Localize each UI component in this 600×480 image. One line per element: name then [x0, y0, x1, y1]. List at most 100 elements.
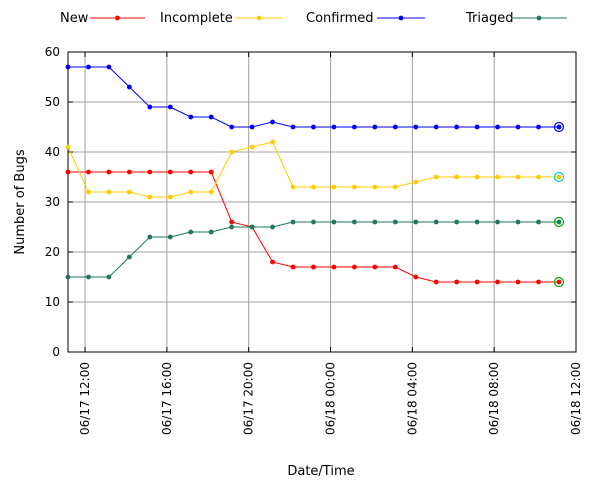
data-point: [351, 124, 357, 130]
data-point: [249, 224, 255, 230]
data-point: [495, 124, 500, 130]
legend-entry-triaged: Triaged: [465, 11, 567, 26]
series-new: [65, 169, 565, 288]
y-tick-label: 20: [45, 245, 60, 259]
data-point: [270, 259, 275, 265]
legend-label: New: [60, 11, 89, 26]
data-point: [249, 124, 255, 130]
legend-label: Triaged: [465, 11, 513, 26]
data-point: [515, 124, 521, 130]
data-point: [65, 169, 71, 175]
data-point: [290, 184, 296, 190]
data-point: [86, 64, 91, 70]
data-point: [208, 169, 214, 175]
data-point: [270, 119, 275, 125]
y-axis-ticks: 0 10 20 30 40 50 60: [45, 45, 576, 359]
data-point: [126, 189, 132, 195]
last-point-marker: [553, 276, 565, 288]
x-tick-label: 06/18 04:00: [405, 362, 419, 435]
data-point: [433, 124, 439, 130]
y-tick-label: 10: [45, 295, 60, 309]
data-point: [147, 194, 153, 200]
legend-marker: [536, 15, 542, 21]
data-point: [106, 64, 112, 70]
data-point: [65, 144, 71, 150]
data-point: [351, 219, 357, 225]
data-point: [167, 194, 173, 200]
data-point: [249, 144, 255, 150]
data-point: [331, 184, 337, 190]
x-tick-label: 06/17 12:00: [78, 362, 92, 435]
data-point: [392, 124, 398, 130]
y-tick-label: 60: [45, 45, 60, 59]
data-point: [106, 169, 112, 175]
y-tick-label: 0: [52, 345, 60, 359]
data-point: [372, 124, 378, 130]
data-point: [331, 264, 337, 270]
grid: [68, 51, 577, 353]
data-point: [556, 219, 562, 225]
data-point: [413, 219, 419, 225]
data-point: [474, 279, 480, 285]
series-layer: [65, 64, 565, 288]
data-point: [86, 189, 91, 195]
data-point: [86, 169, 91, 175]
data-point: [351, 264, 357, 270]
data-point: [208, 229, 214, 235]
last-point-marker: [553, 216, 565, 228]
data-point: [433, 279, 439, 285]
data-point: [515, 219, 521, 225]
legend: New Incomplete Confirmed Triaged: [60, 11, 567, 26]
data-point: [208, 114, 214, 120]
data-point: [167, 169, 173, 175]
data-point: [126, 254, 132, 260]
data-point: [290, 264, 296, 270]
data-point: [392, 264, 398, 270]
data-point: [147, 104, 153, 110]
data-point: [126, 84, 132, 90]
data-point: [351, 184, 357, 190]
data-point: [454, 219, 460, 225]
data-point: [495, 279, 500, 285]
data-point: [413, 179, 419, 185]
data-point: [290, 124, 296, 130]
data-point: [147, 234, 153, 240]
data-point: [167, 104, 173, 110]
data-point: [126, 169, 132, 175]
data-point: [556, 279, 562, 285]
data-point: [454, 174, 460, 180]
data-point: [188, 229, 194, 235]
data-point: [515, 174, 521, 180]
data-point: [106, 274, 112, 280]
x-tick-label: 06/18 12:00: [569, 362, 583, 435]
data-point: [413, 124, 419, 130]
x-tick-label: 06/18 08:00: [487, 362, 501, 435]
data-point: [331, 219, 337, 225]
x-tick-label: 06/17 20:00: [242, 362, 256, 435]
legend-entry-incomplete: Incomplete: [160, 11, 283, 26]
data-point: [474, 124, 480, 130]
data-point: [433, 219, 439, 225]
data-point: [495, 219, 500, 225]
legend-entry-new: New: [60, 11, 145, 26]
series-incomplete: [65, 139, 565, 200]
data-point: [331, 124, 337, 130]
data-point: [536, 174, 541, 180]
y-tick-label: 30: [45, 195, 60, 209]
data-point: [311, 264, 316, 270]
data-point: [454, 124, 460, 130]
series-confirmed: [65, 64, 565, 133]
legend-marker: [398, 15, 404, 21]
legend-marker: [256, 15, 262, 21]
data-point: [188, 114, 194, 120]
data-point: [188, 169, 194, 175]
data-point: [65, 64, 71, 70]
data-point: [106, 189, 112, 195]
data-point: [229, 219, 235, 225]
data-point: [392, 219, 398, 225]
data-point: [270, 139, 275, 145]
data-point: [372, 264, 378, 270]
data-point: [290, 219, 296, 225]
data-point: [167, 234, 173, 240]
y-tick-label: 40: [45, 145, 60, 159]
